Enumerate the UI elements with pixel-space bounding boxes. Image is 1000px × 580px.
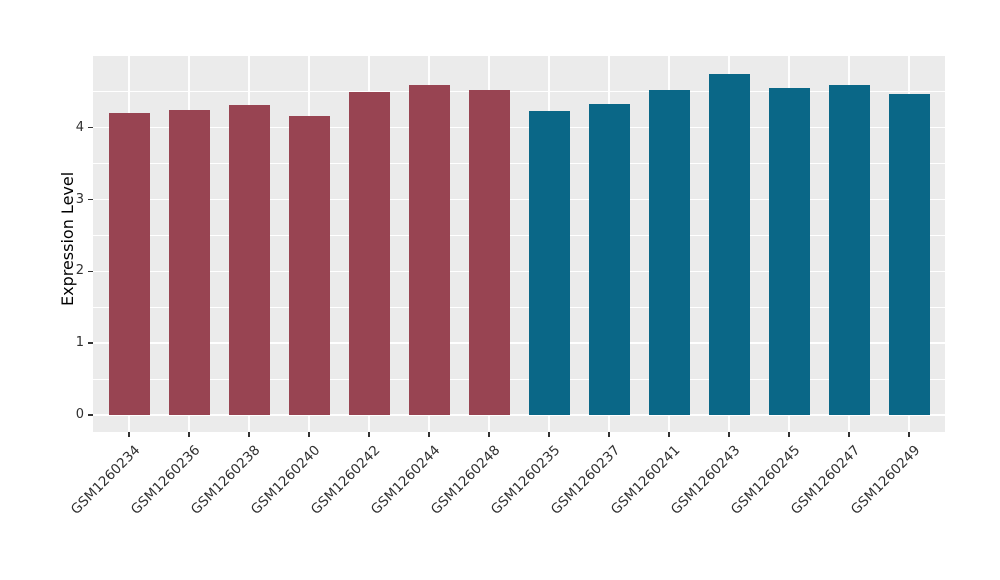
bar-GSM1260248	[468, 89, 510, 415]
y-tick-label: 4	[75, 119, 84, 135]
x-axis-tick	[848, 432, 850, 437]
gridline-minor-horizontal	[93, 163, 945, 164]
bar-GSM1260236	[168, 109, 210, 415]
x-axis-tick	[608, 432, 610, 437]
gridline-major-horizontal	[93, 342, 945, 344]
bar-GSM1260237	[588, 104, 630, 415]
plot-panel	[93, 56, 945, 432]
bar-GSM1260244	[408, 85, 450, 415]
y-axis-tick	[88, 270, 93, 273]
x-axis-tick	[788, 432, 790, 437]
bar-GSM1260235	[528, 111, 570, 415]
y-tick-label: 3	[75, 191, 84, 207]
y-tick-label: 2	[75, 263, 84, 279]
bar-GSM1260242	[348, 91, 390, 415]
y-axis-title: Expression Level	[58, 171, 77, 306]
x-axis-tick	[188, 432, 190, 437]
y-tick-label: 0	[75, 406, 84, 422]
bar-GSM1260238	[228, 104, 270, 415]
bar-GSM1260240	[288, 116, 330, 415]
bar-GSM1260241	[648, 89, 690, 415]
gridline-minor-horizontal	[93, 235, 945, 236]
x-axis-tick	[548, 432, 550, 437]
x-axis-tick	[428, 432, 430, 437]
x-axis-tick	[128, 432, 130, 437]
gridline-major-horizontal	[93, 126, 945, 129]
x-axis-tick	[248, 432, 250, 437]
y-axis-tick	[88, 342, 93, 344]
gridline-minor-horizontal	[93, 378, 945, 380]
x-axis-tick	[908, 432, 910, 437]
x-axis-tick	[728, 432, 730, 437]
y-tick-label: 1	[75, 335, 84, 351]
y-axis-tick	[88, 414, 93, 416]
x-axis-tick	[308, 432, 310, 437]
x-axis-tick	[488, 432, 490, 437]
bar-GSM1260243	[708, 73, 750, 415]
gridline-major-horizontal	[93, 414, 945, 416]
x-axis-tick	[368, 432, 370, 437]
gridline-minor-horizontal	[93, 91, 945, 93]
bar-GSM1260234	[108, 112, 150, 415]
gridline-minor-horizontal	[93, 306, 945, 308]
gridline-major-horizontal	[93, 198, 945, 201]
y-axis-tick	[88, 198, 93, 201]
bar-GSM1260249	[888, 93, 930, 415]
y-axis-tick	[88, 126, 93, 129]
x-axis-tick	[668, 432, 670, 437]
bar-GSM1260247	[828, 84, 870, 415]
gridline-major-horizontal	[93, 270, 945, 273]
bar-GSM1260245	[768, 88, 810, 415]
